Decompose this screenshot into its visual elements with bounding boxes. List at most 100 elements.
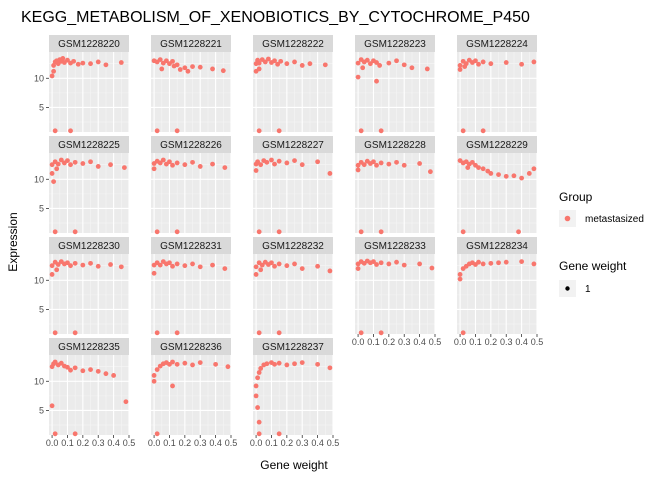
data-point <box>519 259 525 264</box>
data-point <box>253 383 259 389</box>
data-point <box>256 66 262 72</box>
data-point <box>174 160 180 166</box>
facet-strip <box>355 35 435 52</box>
data-point <box>355 167 361 173</box>
data-point <box>531 59 537 65</box>
data-point <box>355 74 361 80</box>
facet-strip-label: GSM1228223 <box>364 39 426 50</box>
data-point <box>462 64 468 69</box>
data-point <box>355 60 361 66</box>
data-point <box>315 159 321 165</box>
x-tick-label: 0.4 <box>209 438 222 448</box>
data-point <box>255 375 261 381</box>
data-point <box>258 162 264 168</box>
data-point <box>358 128 364 134</box>
data-point <box>80 60 86 66</box>
y-tick-label: 5 <box>39 102 44 112</box>
x-tick-label: 0.0 <box>250 438 263 448</box>
data-point <box>174 62 180 68</box>
data-point <box>371 159 376 165</box>
data-point <box>276 431 282 437</box>
data-point <box>424 66 430 72</box>
data-point <box>258 267 264 273</box>
x-tick-label: 0.2 <box>281 438 294 448</box>
panel-background <box>151 153 231 233</box>
data-point <box>253 168 259 173</box>
data-point <box>49 171 55 176</box>
y-tick-label: 5 <box>39 405 44 415</box>
data-point <box>174 128 180 134</box>
data-point <box>88 367 93 372</box>
data-point <box>488 260 494 266</box>
data-point <box>386 60 392 66</box>
data-point <box>519 175 525 181</box>
data-point <box>360 65 366 71</box>
data-point <box>253 264 259 270</box>
data-point <box>358 229 364 235</box>
data-point <box>58 360 64 366</box>
facet-strip-label: GSM1228232 <box>262 241 324 252</box>
x-tick-label: 0.3 <box>92 438 105 448</box>
data-point <box>80 262 86 268</box>
data-point <box>111 373 117 378</box>
y-tick-label: 5 <box>39 304 44 314</box>
data-point <box>52 431 58 437</box>
data-point <box>457 63 463 68</box>
x-tick-label: 0.2 <box>485 337 498 347</box>
data-point <box>476 165 481 170</box>
data-point <box>496 260 501 266</box>
data-point <box>496 172 501 178</box>
data-point <box>163 58 169 64</box>
facet-strip <box>355 237 435 254</box>
panel-background <box>49 254 129 334</box>
facet-strip-label: GSM1228235 <box>58 342 120 353</box>
facet-panel: GSM1228236 0.0 0.1 0.2 0.3 0.4 0.5 <box>148 338 237 448</box>
data-point <box>378 128 384 134</box>
data-point <box>197 164 203 169</box>
data-point <box>465 165 471 170</box>
data-point <box>151 270 157 276</box>
data-point <box>49 162 55 168</box>
data-point <box>531 261 537 267</box>
data-point <box>256 229 262 235</box>
facet-panel: GSM1228234 0.0 0.1 0.2 0.3 0.4 0.5 <box>454 237 543 347</box>
facet-panel: GSM1228228 <box>355 136 436 235</box>
data-point <box>394 259 399 265</box>
data-point <box>476 259 481 265</box>
data-point <box>276 261 282 267</box>
data-point <box>409 65 415 71</box>
data-point <box>65 57 70 63</box>
data-point <box>374 162 379 168</box>
facet-panel: GSM1228225 5 10 <box>34 136 130 235</box>
data-point <box>265 56 271 62</box>
data-point <box>476 61 481 67</box>
data-point <box>118 60 124 65</box>
data-point <box>51 179 57 185</box>
x-tick-label: 0.0 <box>352 337 365 347</box>
panel-background <box>253 153 333 233</box>
facet-panel: GSM1228233 0.0 0.1 0.2 0.3 0.4 0.5 <box>352 237 441 347</box>
facet-panel: GSM1228230 5 10 <box>34 237 130 336</box>
panel-background <box>457 153 537 233</box>
data-point <box>220 68 226 74</box>
x-tick-label: 0.1 <box>367 337 380 347</box>
data-point <box>167 260 172 266</box>
facet-panel: GSM1228226 <box>151 136 232 235</box>
data-point <box>256 431 262 437</box>
panel-background <box>253 52 333 132</box>
data-point <box>460 330 466 336</box>
data-point <box>264 361 270 367</box>
facet-strip-label: GSM1228220 <box>58 39 120 50</box>
data-point <box>210 262 215 268</box>
data-point <box>197 264 203 270</box>
data-point <box>429 265 435 271</box>
data-point <box>58 157 64 163</box>
data-point <box>170 58 175 64</box>
data-point <box>371 259 376 264</box>
facet-strip <box>253 237 333 254</box>
data-point <box>327 268 333 274</box>
facet-strip <box>457 136 537 153</box>
facet-panel: GSM1228224 <box>457 35 538 134</box>
data-point <box>157 57 163 62</box>
data-point <box>167 159 172 165</box>
